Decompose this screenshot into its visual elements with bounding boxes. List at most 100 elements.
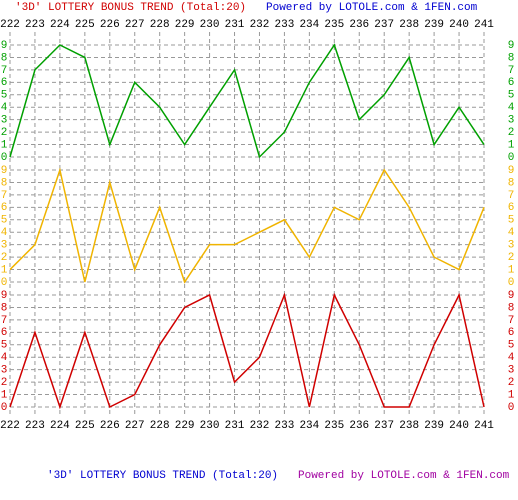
x-tick-label-bottom: 232 <box>250 420 270 432</box>
y-tick-label-right: 6 <box>508 327 515 339</box>
y-tick-label: 9 <box>1 165 8 177</box>
x-tick-label: 229 <box>175 19 195 31</box>
x-tick-label: 224 <box>50 19 70 31</box>
series-line <box>9 292 485 410</box>
y-tick-label: 1 <box>1 139 8 151</box>
y-tick-label-right: 4 <box>508 352 515 364</box>
y-tick-label: 9 <box>1 290 8 302</box>
chart-subtitle-bottom: Powered by LOTOLE.com & 1FEN.com <box>298 470 510 482</box>
x-tick-label-bottom: 238 <box>399 420 419 432</box>
y-tick-label: 4 <box>1 352 8 364</box>
y-tick-label-right: 7 <box>508 315 515 327</box>
y-tick-label-right: 3 <box>508 240 515 252</box>
x-tick-label-bottom: 241 <box>474 420 494 432</box>
x-tick-label: 231 <box>225 19 245 31</box>
x-tick-label: 234 <box>299 19 319 31</box>
y-tick-label-right: 5 <box>508 340 515 352</box>
x-tick-label: 228 <box>150 19 170 31</box>
series-line <box>9 167 485 284</box>
y-tick-label: 6 <box>1 327 8 339</box>
y-tick-label-right: 6 <box>508 202 515 214</box>
y-tick-label-right: 1 <box>508 139 515 151</box>
x-tick-label-bottom: 223 <box>25 420 45 432</box>
y-tick-label: 6 <box>1 77 8 89</box>
x-tick-label-bottom: 224 <box>50 420 70 432</box>
y-tick-label-right: 9 <box>508 40 515 52</box>
y-tick-label: 0 <box>1 402 8 414</box>
x-tick-label: 226 <box>100 19 120 31</box>
x-tick-label-bottom: 239 <box>424 420 444 432</box>
y-tick-label-right: 3 <box>508 365 515 377</box>
x-tick-label: 233 <box>275 19 295 31</box>
x-tick-label-bottom: 235 <box>324 420 344 432</box>
y-tick-label: 8 <box>1 52 8 64</box>
x-tick-label-bottom: 229 <box>175 420 195 432</box>
x-tick-label: 223 <box>25 19 45 31</box>
y-tick-label: 5 <box>1 90 8 102</box>
y-tick-label-right: 0 <box>508 402 515 414</box>
y-tick-label: 3 <box>1 115 8 127</box>
y-tick-label: 4 <box>1 102 8 114</box>
y-tick-label-right: 1 <box>508 389 515 401</box>
x-tick-label-bottom: 230 <box>200 420 220 432</box>
y-tick-label-right: 7 <box>508 65 515 77</box>
y-tick-label: 0 <box>1 277 8 289</box>
x-tick-label-bottom: 236 <box>349 420 369 432</box>
x-tick-label: 232 <box>250 19 270 31</box>
x-tick-label-bottom: 234 <box>299 420 319 432</box>
y-tick-label: 6 <box>1 202 8 214</box>
series-line <box>9 43 485 159</box>
y-tick-label: 5 <box>1 215 8 227</box>
y-tick-label: 7 <box>1 190 8 202</box>
y-tick-label-right: 2 <box>508 127 515 139</box>
x-tick-label-bottom: 240 <box>449 420 469 432</box>
x-tick-label: 230 <box>200 19 220 31</box>
y-tick-label-right: 3 <box>508 115 515 127</box>
y-tick-label-right: 4 <box>508 227 515 239</box>
y-tick-label-right: 8 <box>508 302 515 314</box>
y-tick-label: 3 <box>1 365 8 377</box>
y-tick-label-right: 0 <box>508 152 515 164</box>
y-tick-label: 5 <box>1 340 8 352</box>
y-tick-label: 1 <box>1 264 8 276</box>
y-tick-label: 4 <box>1 227 8 239</box>
x-tick-label: 235 <box>324 19 344 31</box>
y-tick-label: 1 <box>1 389 8 401</box>
y-tick-label-right: 2 <box>508 377 515 389</box>
y-tick-label-right: 6 <box>508 77 515 89</box>
y-tick-label-right: 5 <box>508 90 515 102</box>
chart-title-bottom: '3D' LOTTERY BONUS TREND (Total:20) <box>47 470 278 482</box>
x-tick-label-bottom: 227 <box>125 420 145 432</box>
y-tick-label-right: 1 <box>508 264 515 276</box>
chart-subtitle: Powered by LOTOLE.com & 1FEN.com <box>266 2 478 14</box>
y-tick-label-right: 9 <box>508 290 515 302</box>
x-tick-label-bottom: 222 <box>0 420 20 432</box>
x-tick-label: 222 <box>0 19 20 31</box>
y-tick-label: 2 <box>1 252 8 264</box>
y-tick-label: 9 <box>1 40 8 52</box>
y-tick-label: 0 <box>1 152 8 164</box>
x-tick-label: 240 <box>449 19 469 31</box>
x-tick-label-bottom: 231 <box>225 420 245 432</box>
y-tick-label: 2 <box>1 377 8 389</box>
y-tick-label: 7 <box>1 315 8 327</box>
x-tick-label: 236 <box>349 19 369 31</box>
y-tick-label-right: 2 <box>508 252 515 264</box>
x-tick-label-bottom: 225 <box>75 420 95 432</box>
y-tick-label: 8 <box>1 302 8 314</box>
y-tick-label-right: 9 <box>508 165 515 177</box>
x-tick-label-bottom: 228 <box>150 420 170 432</box>
x-tick-label-bottom: 226 <box>100 420 120 432</box>
x-tick-label: 225 <box>75 19 95 31</box>
y-tick-label-right: 4 <box>508 102 515 114</box>
y-tick-label-right: 8 <box>508 177 515 189</box>
x-tick-label-bottom: 237 <box>374 420 394 432</box>
y-tick-label-right: 0 <box>508 277 515 289</box>
y-tick-label: 3 <box>1 240 8 252</box>
y-tick-label-right: 8 <box>508 52 515 64</box>
x-tick-label: 241 <box>474 19 494 31</box>
x-tick-label: 227 <box>125 19 145 31</box>
y-tick-label-right: 7 <box>508 190 515 202</box>
x-tick-label-bottom: 233 <box>275 420 295 432</box>
y-tick-label: 7 <box>1 65 8 77</box>
